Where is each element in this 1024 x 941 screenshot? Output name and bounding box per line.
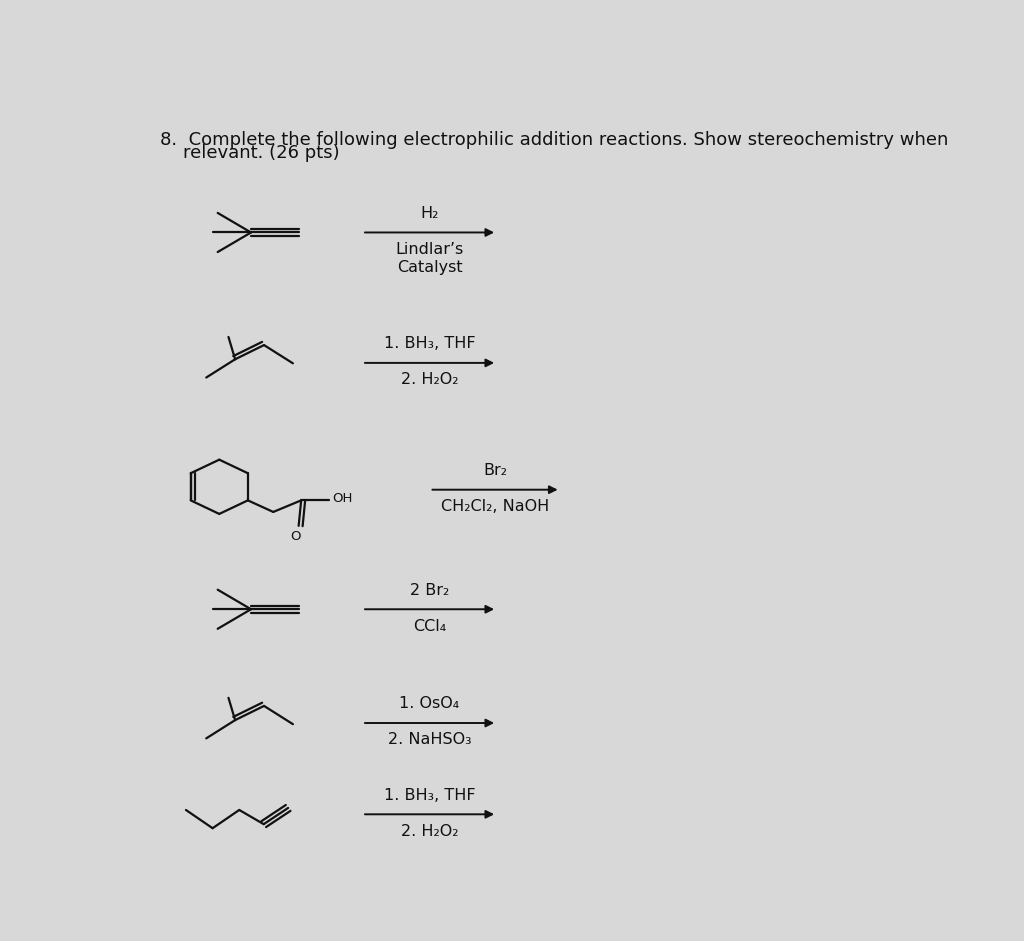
Text: Br₂: Br₂ [483,463,507,478]
Text: 1. OsO₄: 1. OsO₄ [399,696,460,711]
Text: 2. H₂O₂: 2. H₂O₂ [400,373,459,388]
Text: 2. H₂O₂: 2. H₂O₂ [400,823,459,838]
Text: H₂: H₂ [421,206,438,221]
Text: OH: OH [333,492,352,505]
Text: 2. NaHSO₃: 2. NaHSO₃ [388,732,471,747]
Text: O: O [290,530,301,543]
Text: CCl₄: CCl₄ [413,618,446,633]
Text: Lindlar’s: Lindlar’s [395,242,464,257]
Text: 2 Br₂: 2 Br₂ [410,582,450,598]
Text: relevant. (26 pts): relevant. (26 pts) [160,144,339,162]
Text: 1. BH₃, THF: 1. BH₃, THF [384,336,475,351]
Text: CH₂Cl₂, NaOH: CH₂Cl₂, NaOH [441,499,549,514]
Text: 1. BH₃, THF: 1. BH₃, THF [384,788,475,803]
Text: Catalyst: Catalyst [396,260,463,275]
Text: 8.  Complete the following electrophilic addition reactions. Show stereochemistr: 8. Complete the following electrophilic … [160,131,948,149]
